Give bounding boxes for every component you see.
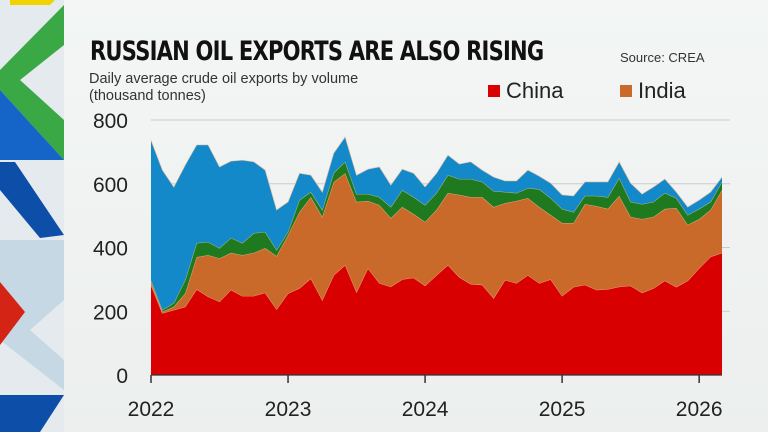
x-tick-label: 2023 <box>265 398 312 421</box>
series-boundary-line <box>150 135 723 211</box>
subtitle-line-2: (thousand tonnes) <box>89 88 206 104</box>
chart-title: RUSSIAN OIL EXPORTS ARE ALSO RISING <box>90 36 544 67</box>
legend-swatch-china <box>488 85 500 97</box>
area-blue <box>151 136 722 310</box>
legend-item-india: India <box>620 78 686 104</box>
y-tick-label: 600 <box>93 174 128 197</box>
source-label: Source: CREA <box>620 50 705 65</box>
y-tick-label: 0 <box>116 365 128 388</box>
legend-swatch-india <box>620 85 632 97</box>
chart-subtitle: Daily average crude oil exports by volum… <box>89 71 389 105</box>
legend-label-china: China <box>506 78 564 103</box>
subtitle-line-1: Daily average crude oil exports by volum… <box>89 71 359 87</box>
x-tick-label: 2024 <box>402 398 449 421</box>
y-tick-label: 200 <box>93 301 128 324</box>
area-green <box>151 161 722 312</box>
decorative-side-pattern <box>0 0 64 432</box>
y-tick-label: 800 <box>93 110 128 133</box>
x-tick-label: 2026 <box>676 398 723 421</box>
legend-label-india: India <box>638 78 686 103</box>
legend-item-china: China <box>488 78 563 104</box>
series-boundary-line <box>150 161 723 311</box>
y-tick-label: 400 <box>93 238 128 261</box>
area-china <box>151 252 722 375</box>
area-india <box>151 173 722 314</box>
x-tick-label: 2025 <box>539 398 586 421</box>
x-tick-label: 2022 <box>128 398 175 421</box>
